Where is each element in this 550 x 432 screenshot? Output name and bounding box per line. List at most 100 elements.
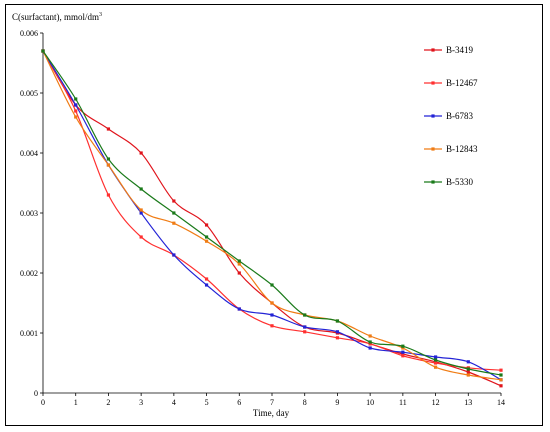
data-point xyxy=(466,373,470,377)
series-lines xyxy=(41,49,503,388)
data-point xyxy=(433,361,438,365)
data-point xyxy=(139,151,143,155)
data-point xyxy=(74,97,78,101)
chart-frame xyxy=(5,4,543,426)
x-tick-label: 0 xyxy=(41,398,45,407)
axes xyxy=(40,32,502,396)
series-b-12843 xyxy=(41,49,503,382)
y-tick-label: 0.001 xyxy=(20,329,38,338)
data-point xyxy=(401,344,405,348)
data-point xyxy=(368,346,372,350)
data-point xyxy=(74,115,78,119)
x-tick-label: 4 xyxy=(172,398,176,407)
series-line xyxy=(42,50,502,381)
legend: B-3419 B-12467 B-6783 B-12843 B-5330 xyxy=(424,45,478,187)
data-point xyxy=(139,235,143,239)
data-point xyxy=(335,330,340,334)
data-point xyxy=(401,346,405,350)
legend-item: B-3419 xyxy=(424,45,474,55)
data-point xyxy=(401,354,405,358)
data-point xyxy=(204,223,209,227)
data-point xyxy=(270,313,274,317)
data-point xyxy=(466,360,470,364)
series-line xyxy=(42,50,502,371)
x-tick-label: 8 xyxy=(303,398,307,407)
y-axis-title: C(surfactant), mmol/dm3 xyxy=(12,12,102,22)
data-point xyxy=(106,127,111,131)
data-point xyxy=(303,330,307,334)
data-point xyxy=(335,336,340,340)
x-tick-labels: 0 1 2 3 4 5 6 7 8 9 10 11 12 13 14 xyxy=(41,398,505,407)
legend-marker xyxy=(431,48,435,52)
legend-item: B-12467 xyxy=(424,78,478,88)
x-tick-label: 7 xyxy=(270,398,274,407)
y-tick-labels: 0 0.001 0.002 0.003 0.004 0.005 0.006 xyxy=(20,29,38,398)
data-point xyxy=(172,253,176,257)
x-tick-label: 11 xyxy=(399,398,407,407)
data-point xyxy=(204,235,209,239)
series-b-6783 xyxy=(41,49,503,382)
x-tick-label: 3 xyxy=(139,398,143,407)
data-point xyxy=(172,199,176,203)
data-point xyxy=(139,211,143,215)
data-point xyxy=(74,109,78,113)
y-tick-label: 0.004 xyxy=(20,149,38,158)
x-tick-label: 5 xyxy=(205,398,209,407)
x-tick-label: 9 xyxy=(335,398,339,407)
data-point xyxy=(433,355,438,359)
data-point xyxy=(237,262,241,266)
legend-item: B-6783 xyxy=(424,111,474,121)
legend-label: B-12843 xyxy=(446,144,478,154)
y-axis-title-superscript: 3 xyxy=(99,12,102,18)
data-point xyxy=(237,307,241,311)
legend-label: B-5330 xyxy=(446,177,474,187)
data-point xyxy=(368,342,372,346)
legend-marker xyxy=(431,81,435,85)
series-b-5330 xyxy=(41,49,503,377)
data-point xyxy=(74,103,78,107)
data-point xyxy=(106,157,111,161)
data-point xyxy=(433,365,438,369)
data-point xyxy=(499,384,503,388)
data-point xyxy=(499,373,503,377)
x-tick-label: 10 xyxy=(366,398,374,407)
x-tick-label: 14 xyxy=(497,398,505,407)
y-tick-label: 0 xyxy=(34,389,38,398)
x-tick-label: 1 xyxy=(74,398,78,407)
legend-marker xyxy=(431,180,435,184)
legend-item: B-12843 xyxy=(424,144,478,154)
data-point xyxy=(41,49,45,53)
data-point xyxy=(303,325,307,329)
series-b-3419 xyxy=(41,49,503,388)
x-tick-label: 6 xyxy=(237,398,241,407)
legend-label: B-6783 xyxy=(446,111,474,121)
x-tick-label: 2 xyxy=(106,398,110,407)
data-point xyxy=(204,283,209,287)
data-point xyxy=(433,358,438,362)
data-point xyxy=(237,259,241,263)
y-tick-label: 0.003 xyxy=(20,209,38,218)
data-point xyxy=(401,350,405,354)
legend-label: B-3419 xyxy=(446,45,474,55)
data-point xyxy=(401,352,405,356)
data-point xyxy=(368,334,372,338)
data-point xyxy=(466,370,470,374)
data-point xyxy=(139,187,143,191)
data-point xyxy=(106,163,111,167)
series-line xyxy=(42,50,502,387)
y-tick-label: 0.002 xyxy=(20,269,38,278)
y-tick-label: 0.006 xyxy=(20,29,38,38)
data-point xyxy=(204,277,209,281)
data-point xyxy=(106,193,111,197)
data-point xyxy=(237,271,241,275)
data-point xyxy=(466,367,470,371)
y-tick-label: 0.005 xyxy=(20,89,38,98)
data-point xyxy=(303,313,307,317)
x-tick-label: 13 xyxy=(464,398,472,407)
legend-label: B-12467 xyxy=(446,78,478,88)
data-point xyxy=(368,340,372,344)
data-point xyxy=(139,208,143,212)
legend-marker xyxy=(431,147,435,151)
x-tick-label: 12 xyxy=(432,398,440,407)
